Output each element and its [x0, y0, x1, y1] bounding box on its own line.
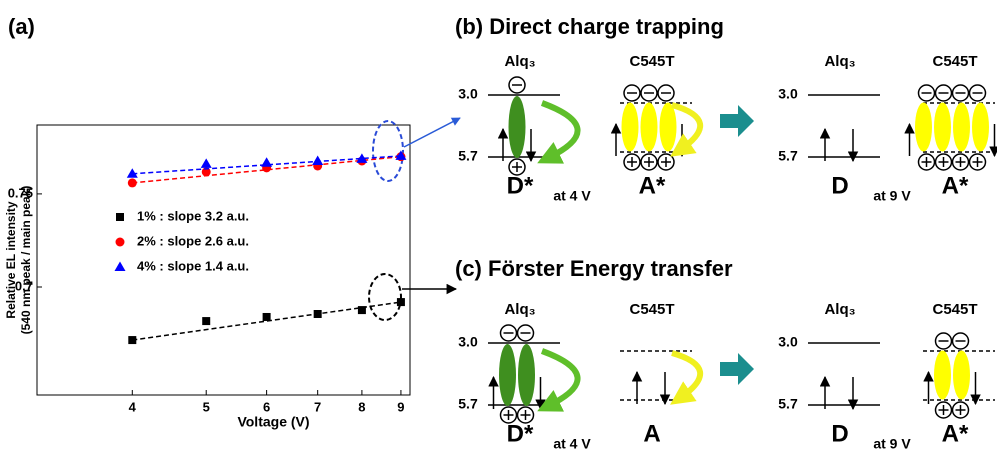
- transfer-arrow: [542, 103, 578, 158]
- voltage-note: at 9 V: [873, 436, 911, 452]
- x-tick-label: 9: [397, 399, 404, 414]
- orbital: [934, 103, 951, 152]
- panel-title: (c) Förster Energy transfer: [455, 256, 733, 281]
- state-label: A*: [942, 172, 969, 199]
- y-axis-label: (540 nm peak / main peak): [19, 186, 33, 335]
- data-point: [397, 298, 405, 306]
- y-axis-label: Relative EL intensity: [4, 201, 18, 318]
- orbital: [641, 103, 658, 152]
- level-value: 3.0: [778, 334, 798, 350]
- molecule-label: C545T: [629, 53, 674, 70]
- molecule-label: C545T: [932, 301, 977, 318]
- transfer-arrow: [672, 353, 700, 398]
- process-arrow: [720, 353, 754, 385]
- state-label: D: [831, 172, 848, 199]
- panel-label: (a): [8, 14, 35, 39]
- legend-label: 2% : slope 2.6 a.u.: [137, 233, 249, 248]
- orbital: [934, 351, 951, 400]
- highlight-ellipse: [373, 121, 403, 181]
- legend-label: 4% : slope 1.4 a.u.: [137, 258, 249, 273]
- orbital: [972, 103, 989, 152]
- legend-marker: [116, 238, 125, 247]
- state-label: D*: [507, 172, 534, 199]
- level-value: 5.7: [458, 148, 478, 164]
- orbital: [509, 96, 526, 158]
- x-axis-label: Voltage (V): [237, 414, 309, 430]
- data-point: [261, 157, 272, 167]
- voltage-note: at 9 V: [873, 188, 911, 204]
- level-value: 5.7: [458, 396, 478, 412]
- level-value: 3.0: [778, 86, 798, 102]
- state-label: A*: [639, 172, 666, 199]
- data-point: [263, 313, 271, 321]
- orbital: [518, 344, 535, 406]
- level-value: 3.0: [458, 334, 478, 350]
- data-point: [358, 306, 366, 314]
- orbital: [953, 103, 970, 152]
- molecule-label: Alq₃: [504, 301, 535, 318]
- voltage-note: at 4 V: [553, 188, 591, 204]
- x-tick-label: 8: [358, 399, 365, 414]
- x-tick-label: 7: [314, 399, 321, 414]
- panel-title: (b) Direct charge trapping: [455, 14, 724, 39]
- data-point: [128, 178, 137, 187]
- molecule-label: C545T: [932, 53, 977, 70]
- legend-marker: [115, 262, 126, 272]
- data-point: [128, 336, 136, 344]
- orbital: [953, 351, 970, 400]
- highlight-ellipse: [369, 274, 401, 320]
- orbital: [915, 103, 932, 152]
- x-tick-label: 4: [129, 399, 137, 414]
- x-tick-label: 6: [263, 399, 270, 414]
- level-value: 3.0: [458, 86, 478, 102]
- molecule-label: Alq₃: [824, 301, 855, 318]
- state-label: D: [831, 420, 848, 447]
- legend-label: 1% : slope 3.2 a.u.: [137, 208, 249, 223]
- molecule-label: C545T: [629, 301, 674, 318]
- data-point: [314, 310, 322, 318]
- orbital: [499, 344, 516, 406]
- voltage-note: at 4 V: [553, 436, 591, 452]
- state-label: A*: [942, 420, 969, 447]
- process-arrow: [720, 105, 754, 137]
- orbital: [622, 103, 639, 152]
- x-tick-label: 5: [203, 399, 210, 414]
- figure: (a) 4567890.70.75Voltage (V)Relative EL …: [0, 0, 997, 459]
- molecule-label: Alq₃: [824, 53, 855, 70]
- transfer-arrow: [542, 351, 578, 406]
- orbital: [660, 103, 677, 152]
- data-point: [201, 158, 212, 168]
- pointer-arrow: [404, 118, 460, 147]
- data-point: [202, 317, 210, 325]
- data-point: [312, 155, 323, 165]
- legend-marker: [116, 213, 124, 221]
- state-label: A: [643, 420, 660, 447]
- level-value: 5.7: [778, 396, 798, 412]
- molecule-label: Alq₃: [504, 53, 535, 70]
- level-value: 5.7: [778, 148, 798, 164]
- state-label: D*: [507, 420, 534, 447]
